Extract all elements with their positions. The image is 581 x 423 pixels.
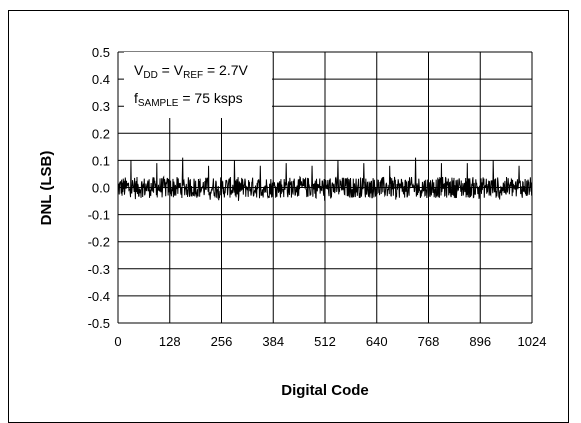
- y-tick-labels: 0.5 0.4 0.3 0.2 0.1 0.0 -0.1 -0.2 -0.3 -0.4 -0.5: [88, 45, 110, 331]
- y-axis-title: DNL (LSB): [38, 151, 55, 226]
- y-tick-label: 0.3: [92, 99, 110, 114]
- x-tick-label: 512: [314, 334, 336, 349]
- y-tick-label: -0.3: [88, 262, 110, 277]
- annotation-line-2: fSAMPLE = 75 ksps: [134, 90, 243, 109]
- y-tick-label: -0.4: [88, 289, 110, 304]
- x-tick-labels: 0 128 256 384 512 640 768 896 1024: [114, 334, 546, 349]
- annotation-line-1: VDD = VREF = 2.7V: [134, 62, 249, 81]
- x-tick-label: 768: [418, 334, 440, 349]
- x-tick-label: 896: [469, 334, 491, 349]
- dnl-line: [117, 157, 533, 201]
- dnl-series: [117, 157, 533, 201]
- y-tick-label: -0.2: [88, 235, 110, 250]
- y-tick-label: 0.2: [92, 126, 110, 141]
- y-tick-label: 0.4: [92, 72, 110, 87]
- x-tick-label: 1024: [518, 334, 547, 349]
- x-tick-label: 640: [366, 334, 388, 349]
- y-tick-label: 0.5: [92, 45, 110, 60]
- x-tick-label: 384: [262, 334, 284, 349]
- y-tick-label: 0.0: [92, 181, 110, 196]
- x-tick-label: 128: [159, 334, 181, 349]
- annotation-box: VDD = VREF = 2.7V fSAMPLE = 75 ksps: [124, 52, 272, 118]
- x-tick-label: 256: [211, 334, 233, 349]
- y-tick-label: -0.1: [88, 208, 110, 223]
- x-tick-label: 0: [114, 334, 121, 349]
- x-axis-title: Digital Code: [281, 382, 369, 399]
- y-tick-label: 0.1: [92, 153, 110, 168]
- y-tick-label: -0.5: [88, 316, 110, 331]
